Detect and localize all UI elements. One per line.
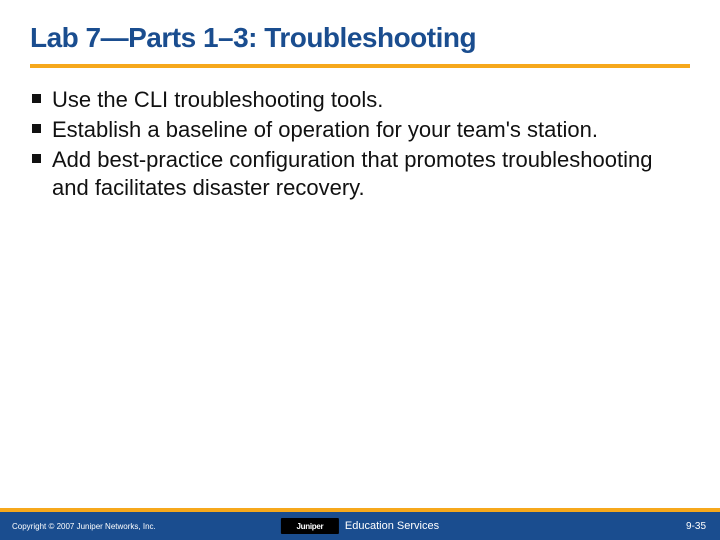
- slide: Lab 7—Parts 1–3: Troubleshooting Use the…: [0, 0, 720, 540]
- education-services-label: Education Services: [345, 520, 439, 532]
- body-area: Use the CLI troubleshooting tools. Estab…: [0, 68, 720, 508]
- bullet-list: Use the CLI troubleshooting tools. Estab…: [30, 86, 690, 203]
- bullet-item: Add best-practice configuration that pro…: [30, 146, 690, 202]
- juniper-logo-icon: Juniper: [281, 518, 339, 534]
- slide-title: Lab 7—Parts 1–3: Troubleshooting: [30, 22, 690, 54]
- bullet-item: Establish a baseline of operation for yo…: [30, 116, 690, 144]
- title-area: Lab 7—Parts 1–3: Troubleshooting: [0, 0, 720, 54]
- bullet-item: Use the CLI troubleshooting tools.: [30, 86, 690, 114]
- page-number: 9-35: [686, 521, 706, 532]
- footer-center: Juniper Education Services: [281, 518, 439, 534]
- copyright-text: Copyright © 2007 Juniper Networks, Inc.: [0, 522, 156, 531]
- footer-bar: Copyright © 2007 Juniper Networks, Inc. …: [0, 508, 720, 540]
